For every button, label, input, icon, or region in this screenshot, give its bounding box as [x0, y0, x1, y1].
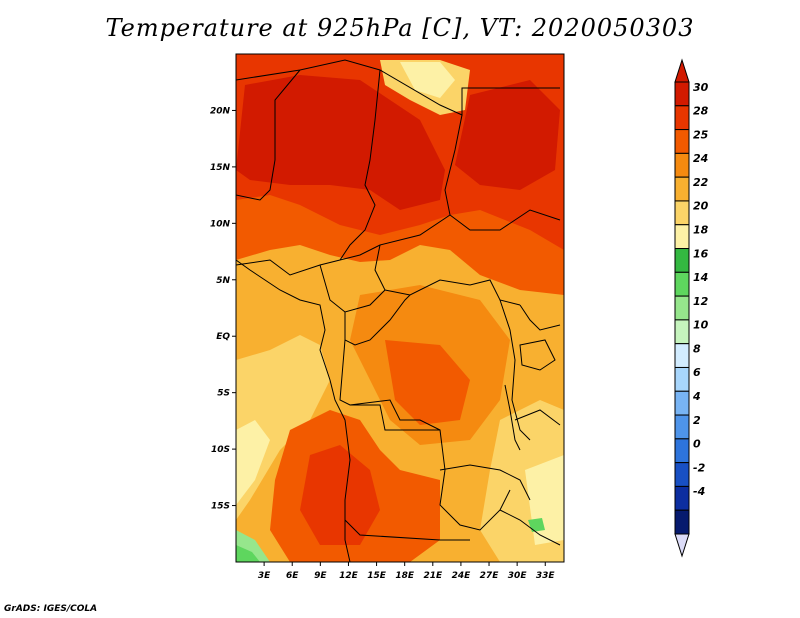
lon-tick-label: 3E — [258, 571, 271, 581]
colorbar-segment — [674, 248, 690, 273]
border-mali — [236, 69, 301, 201]
border-namibia — [344, 519, 470, 541]
grads-credit: GrADS: IGES/COLA — [4, 604, 98, 614]
colorbar-segment — [674, 176, 690, 202]
border-uganda-kenya — [519, 304, 561, 331]
field-green-southwest-core — [236, 545, 260, 562]
colorbar-segment — [674, 414, 690, 440]
colorbar-label: 30 — [693, 81, 709, 94]
colorbar-segment — [674, 81, 690, 107]
field-pale-yellow-north — [400, 62, 455, 98]
colorbar-label: -2 — [693, 461, 706, 474]
colorbar-segment — [674, 462, 690, 487]
colorbar-label: 2 — [693, 414, 701, 427]
colorbar-label: 0 — [693, 438, 701, 451]
lon-tick-label: 33E — [536, 571, 556, 581]
colorbar-label: 14 — [693, 271, 708, 284]
lat-tick-label: 10S — [211, 445, 230, 455]
colorbar-segment — [674, 366, 690, 392]
lat-tick-label: 10N — [210, 219, 231, 229]
lon-tick-label: 27E — [480, 571, 500, 581]
colorbar-segment — [674, 390, 690, 416]
border-lake-tanganyika — [504, 384, 521, 451]
lon-tick-label: 6E — [286, 571, 299, 581]
colorbar-segment — [674, 224, 690, 250]
border-west-africa — [236, 214, 451, 276]
colorbar-segment — [674, 152, 690, 178]
field-pale-yellow-west — [236, 420, 270, 505]
field-green-east — [528, 518, 545, 532]
lat-tick-label: 15N — [210, 163, 231, 173]
latitude-axis: 20N 15N 10N 5N EQ 5S 10S 15S — [210, 106, 236, 512]
colorbar-label: 8 — [693, 342, 701, 355]
border-zambia — [439, 464, 531, 501]
map-title: Temperature at 925hPa [C], VT: 202005030… — [105, 14, 695, 42]
lon-tick-label: 24E — [452, 571, 472, 581]
colorbar-bottom-arrow — [674, 533, 690, 558]
lat-tick-label: EQ — [216, 332, 230, 342]
lon-tick-label: 18E — [395, 571, 415, 581]
colorbar-label: 28 — [693, 105, 709, 118]
field-darkest-red-north — [236, 75, 445, 210]
border-north-2 — [444, 114, 561, 231]
lat-tick-label: 15S — [211, 502, 230, 512]
colorbar-label: 22 — [693, 176, 709, 189]
colorbar-label: 10 — [693, 319, 709, 332]
longitude-axis: 3E 6E 9E 12E 15E 18E 21E 24E 27E 30E 33E — [258, 562, 556, 581]
colorbar-segment — [674, 509, 690, 535]
colorbar-segment — [674, 343, 690, 368]
colorbar-label: 4 — [692, 390, 701, 403]
border-zambia-south — [439, 469, 511, 531]
colorbar-segment — [674, 129, 690, 154]
colorbar-label: 16 — [693, 247, 709, 260]
field-deep-red-southwest — [300, 445, 380, 545]
border-tanzania — [514, 409, 561, 426]
field-yellow-west — [236, 335, 330, 520]
colorbar-segment — [674, 295, 690, 321]
colorbar-segment — [674, 271, 690, 297]
border-angola-namibia — [350, 404, 440, 431]
colorbar-segment — [674, 105, 690, 131]
colorbar-label: 25 — [693, 128, 709, 141]
colorbar-label: 18 — [693, 223, 709, 236]
border-east-lakes — [499, 299, 531, 441]
colorbar-segment — [674, 485, 690, 511]
colorbar-label: 12 — [693, 295, 709, 308]
field-darkest-red-east — [455, 80, 560, 190]
country-borders — [236, 59, 561, 562]
field-red-orange-central — [385, 340, 470, 425]
colorbar-label: -4 — [693, 485, 705, 498]
border-drc-south — [339, 339, 446, 471]
border-chad-niger — [339, 69, 381, 261]
colorbar-segment — [674, 319, 690, 345]
border-lake-victoria — [519, 339, 556, 371]
colorbar-segment — [674, 200, 690, 226]
lat-tick-label: 5S — [217, 389, 230, 399]
coastline-west — [236, 259, 351, 562]
temperature-field — [236, 54, 564, 562]
colorbar-label: 24 — [693, 152, 708, 165]
lon-tick-label: 9E — [314, 571, 327, 581]
colorbar-label: 20 — [693, 200, 709, 213]
lat-tick-label: 5N — [216, 276, 230, 286]
colorbar-label: 6 — [693, 366, 701, 379]
border-north-1 — [236, 59, 560, 116]
colorbar-segment — [674, 438, 690, 464]
colorbar-top-arrow — [674, 58, 690, 83]
lon-tick-label: 15E — [367, 571, 387, 581]
lon-tick-label: 21E — [423, 571, 443, 581]
border-nigeria-cameroon — [319, 244, 386, 313]
lat-tick-label: 20N — [210, 106, 231, 116]
map-frame — [235, 53, 565, 563]
lon-tick-label: 12E — [339, 571, 359, 581]
border-mozambique — [499, 509, 561, 546]
lon-tick-label: 30E — [508, 571, 528, 581]
